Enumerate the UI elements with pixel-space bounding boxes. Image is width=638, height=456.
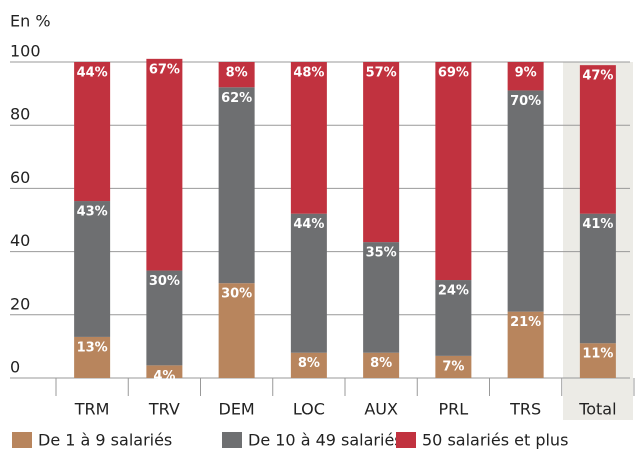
bar-segment <box>579 65 616 214</box>
x-tick-label: TRV <box>148 400 180 419</box>
bar-segment <box>218 62 255 88</box>
value-label: 9% <box>515 66 537 81</box>
value-label: 35% <box>366 246 397 261</box>
bar-segment <box>74 62 111 202</box>
bar-segment <box>363 242 400 353</box>
legend-swatch <box>222 432 242 448</box>
bar-segment <box>218 283 255 378</box>
bar-segment <box>290 213 327 353</box>
value-label: 43% <box>77 205 108 220</box>
bar-segment <box>363 352 400 378</box>
bar-segment <box>290 352 327 378</box>
legend-label: De 1 à 9 salariés <box>38 431 172 450</box>
bar-segment <box>579 213 616 344</box>
x-tick-label: AUX <box>364 400 398 419</box>
bar-segment <box>146 365 183 378</box>
value-label: 4% <box>153 369 175 384</box>
value-label: 8% <box>226 66 248 81</box>
value-label: 57% <box>366 66 397 81</box>
value-label: 30% <box>149 274 180 289</box>
legend-label: De 10 à 49 salariés <box>248 431 403 450</box>
bar-segment <box>146 58 183 271</box>
value-label: 8% <box>370 356 392 371</box>
value-label: 41% <box>582 217 613 232</box>
value-label: 13% <box>77 340 108 355</box>
value-label: 47% <box>582 69 613 84</box>
bar-segment <box>507 311 544 378</box>
bar-segment <box>363 62 400 243</box>
y-tick-label: 100 <box>10 42 41 61</box>
x-tick-label: LOC <box>293 400 325 419</box>
value-label: 44% <box>293 217 324 232</box>
value-label: 30% <box>221 287 252 302</box>
value-label: 69% <box>438 66 469 81</box>
value-label: 44% <box>77 66 108 81</box>
bar-segment <box>579 343 616 378</box>
value-label: 70% <box>510 94 541 109</box>
bar-segment <box>74 201 111 337</box>
x-tick-label: TRS <box>509 400 541 419</box>
value-label: 8% <box>298 356 320 371</box>
value-label: 67% <box>149 62 180 77</box>
value-label: 62% <box>221 91 252 106</box>
bar-segment <box>290 62 327 214</box>
value-label: 48% <box>293 66 324 81</box>
x-tick-label: TRM <box>74 400 110 419</box>
value-label: 7% <box>442 359 464 374</box>
bar-segment <box>146 270 183 366</box>
bar-segment <box>218 87 255 284</box>
y-tick-label: 0 <box>10 358 20 377</box>
bar-segment <box>435 62 472 281</box>
bar-segment <box>435 280 472 356</box>
y-tick-label: 60 <box>10 168 30 187</box>
bar-segment <box>507 90 544 312</box>
legend-label: 50 salariés et plus <box>422 431 568 450</box>
value-label: 11% <box>582 347 613 362</box>
value-label: 24% <box>438 284 469 299</box>
bar-segment <box>507 62 544 91</box>
x-tick-label: Total <box>578 400 616 419</box>
y-axis-label: En % <box>10 12 51 31</box>
value-label: 21% <box>510 315 541 330</box>
bar-segment <box>74 336 111 378</box>
y-tick-label: 40 <box>10 231 30 250</box>
x-tick-label: PRL <box>439 400 469 419</box>
y-tick-label: 80 <box>10 105 30 124</box>
y-tick-label: 20 <box>10 294 30 313</box>
legend-swatch <box>396 432 416 448</box>
x-tick-label: DEM <box>219 400 255 419</box>
bar-segment <box>435 355 472 378</box>
legend-swatch <box>12 432 32 448</box>
